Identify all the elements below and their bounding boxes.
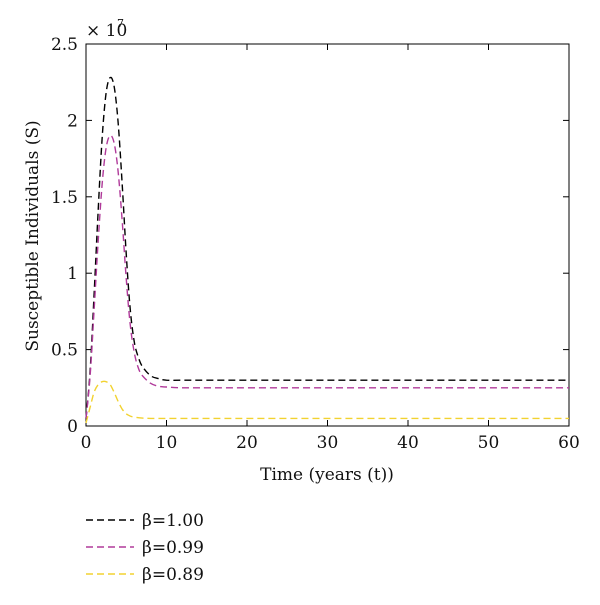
y-tick-label: 2 — [67, 111, 78, 131]
y-multiplier-exponent: 7 — [117, 17, 124, 30]
y-tick-label: 1 — [67, 264, 78, 284]
series-line-2 — [85, 380, 569, 424]
y-axis-ticks: 0 0.5 1 1.5 2 2.5 — [51, 35, 569, 437]
x-tick-label: 20 — [236, 433, 258, 453]
x-tick-label: 10 — [156, 433, 178, 453]
y-tick-label: 1.5 — [51, 188, 78, 208]
x-tick-label: 50 — [478, 433, 500, 453]
y-multiplier-label: × 10 — [86, 21, 127, 41]
y-tick-label: 0.5 — [51, 341, 78, 361]
y-axis-label: Susceptible Individuals (S) — [23, 120, 43, 351]
legend-label-2: β=0.89 — [142, 565, 204, 585]
x-tick-label: 0 — [81, 433, 92, 453]
x-tick-label: 60 — [558, 433, 580, 453]
x-tick-label: 40 — [397, 433, 419, 453]
plot-area — [85, 43, 570, 427]
plot-frame — [85, 43, 570, 427]
legend: β=1.00 β=0.99 β=0.89 — [86, 511, 204, 585]
x-axis-ticks: 0 10 20 30 40 50 60 — [81, 44, 580, 453]
legend-label-1: β=0.99 — [142, 538, 204, 558]
series-line-0 — [85, 76, 569, 419]
x-axis-label: Time (years (t)) — [260, 465, 394, 485]
y-tick-label: 2.5 — [51, 35, 78, 55]
series-line-1 — [85, 134, 569, 419]
y-tick-label: 0 — [67, 417, 78, 437]
x-tick-label: 30 — [317, 433, 339, 453]
series-layer — [85, 76, 569, 424]
legend-label-0: β=1.00 — [142, 511, 204, 531]
